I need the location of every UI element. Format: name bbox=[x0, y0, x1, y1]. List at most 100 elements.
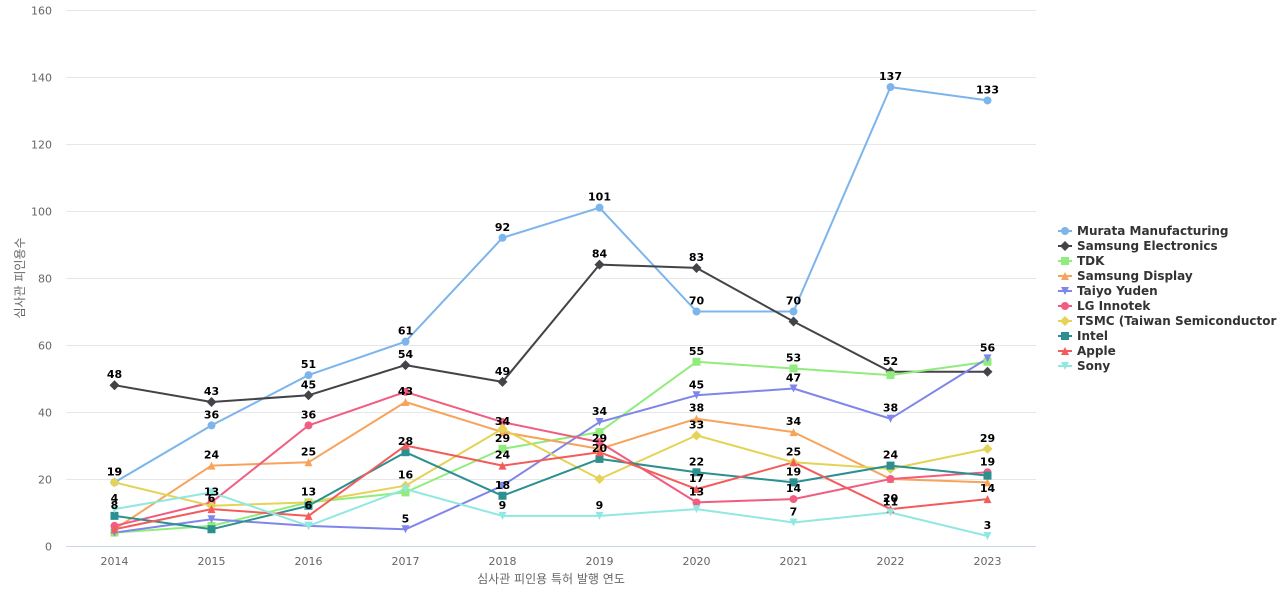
data-label: 61 bbox=[398, 325, 413, 338]
y-tick-label: 120 bbox=[31, 139, 52, 152]
data-point bbox=[497, 376, 508, 387]
legend-item[interactable]: Sony bbox=[1058, 359, 1110, 373]
legend-item[interactable]: Samsung Electronics bbox=[1058, 239, 1218, 253]
data-point bbox=[109, 380, 120, 391]
data-label: 83 bbox=[689, 251, 704, 264]
data-point bbox=[886, 475, 895, 483]
legend-item[interactable]: TDK bbox=[1058, 254, 1105, 268]
data-point bbox=[788, 316, 799, 327]
data-point bbox=[886, 508, 895, 517]
data-label: 34 bbox=[592, 405, 608, 418]
data-point bbox=[498, 461, 507, 470]
data-point bbox=[110, 511, 119, 520]
data-label: 84 bbox=[592, 248, 608, 261]
data-label: 101 bbox=[588, 191, 611, 204]
data-point bbox=[498, 418, 507, 427]
data-point bbox=[691, 262, 702, 273]
data-label: 34 bbox=[495, 415, 511, 428]
series-line-7 bbox=[113, 451, 989, 531]
data-point bbox=[983, 531, 992, 540]
legend-marker bbox=[1061, 257, 1069, 265]
data-label: 38 bbox=[689, 402, 704, 415]
data-label: 19 bbox=[107, 465, 122, 478]
legend-item[interactable]: Intel bbox=[1058, 329, 1108, 343]
y-tick-label: 20 bbox=[38, 474, 52, 487]
data-label: 45 bbox=[689, 378, 704, 391]
data-label: 70 bbox=[689, 295, 705, 308]
x-tick-label: 2022 bbox=[877, 555, 905, 568]
data-label: 13 bbox=[301, 485, 316, 498]
data-point bbox=[401, 525, 410, 534]
legend-marker bbox=[1061, 287, 1069, 295]
legend-marker bbox=[1061, 227, 1069, 235]
data-label: 55 bbox=[689, 345, 704, 358]
data-label: 25 bbox=[301, 445, 316, 458]
legend-item[interactable]: Samsung Display bbox=[1058, 269, 1193, 283]
data-label: 11 bbox=[883, 496, 898, 509]
data-point bbox=[595, 428, 604, 437]
data-label: 29 bbox=[592, 432, 607, 445]
y-tick-label: 40 bbox=[38, 407, 52, 420]
data-point bbox=[789, 364, 798, 373]
x-axis-title: 심사관 피인용 특허 발행 연도 bbox=[477, 571, 625, 586]
legend-item[interactable]: LG Innotek bbox=[1058, 299, 1151, 313]
data-point bbox=[789, 428, 798, 437]
legend-marker bbox=[1061, 302, 1069, 310]
data-point bbox=[595, 448, 604, 457]
data-point bbox=[595, 418, 604, 427]
data-point bbox=[789, 495, 798, 504]
y-tick-label: 80 bbox=[38, 273, 52, 286]
y-axis-ticks: 0 20 40 60 80 100 120 140 160 bbox=[31, 5, 52, 554]
data-point bbox=[595, 511, 604, 520]
legend-marker bbox=[1061, 272, 1069, 280]
data-label: 53 bbox=[786, 351, 801, 364]
data-label: 19 bbox=[107, 465, 122, 478]
x-tick-label: 2018 bbox=[489, 555, 517, 568]
data-label: 24 bbox=[883, 449, 899, 462]
data-label: 7 bbox=[790, 506, 798, 519]
data-point bbox=[692, 485, 701, 494]
data-point bbox=[109, 477, 120, 488]
legend-item[interactable]: Taiyo Yuden bbox=[1058, 284, 1158, 298]
data-label: 9 bbox=[499, 499, 507, 512]
data-label: 133 bbox=[976, 83, 999, 96]
data-point bbox=[983, 96, 992, 105]
data-point bbox=[497, 423, 508, 434]
data-label: 19 bbox=[980, 455, 995, 468]
data-label: 54 bbox=[398, 348, 414, 361]
legend-item[interactable]: Apple bbox=[1058, 344, 1116, 358]
data-point bbox=[789, 384, 798, 393]
x-tick-label: 2014 bbox=[101, 555, 129, 568]
data-point bbox=[789, 478, 798, 487]
y-tick-label: 100 bbox=[31, 206, 52, 219]
data-point bbox=[304, 501, 313, 510]
data-point bbox=[692, 357, 701, 366]
data-label: 34 bbox=[786, 415, 802, 428]
series-line-9 bbox=[113, 488, 989, 537]
data-label: 9 bbox=[596, 499, 604, 512]
series-markers bbox=[109, 83, 993, 540]
data-label: 14 bbox=[786, 482, 802, 495]
x-tick-label: 2015 bbox=[198, 555, 226, 568]
data-label: 43 bbox=[204, 385, 219, 398]
data-point bbox=[595, 454, 604, 463]
data-point bbox=[692, 307, 701, 316]
data-point bbox=[594, 259, 605, 270]
legend-item[interactable]: TSMC (Taiwan Semiconductor ... bbox=[1058, 314, 1280, 328]
data-point bbox=[983, 354, 992, 363]
data-point bbox=[304, 458, 313, 467]
data-label: 29 bbox=[980, 432, 995, 445]
series-line-1 bbox=[113, 263, 989, 403]
data-point bbox=[498, 233, 507, 242]
legend-item[interactable]: Murata Manufacturing bbox=[1058, 224, 1229, 238]
data-label: 38 bbox=[883, 402, 898, 415]
data-label: 24 bbox=[204, 449, 220, 462]
legend-label: TSMC (Taiwan Semiconductor ... bbox=[1077, 314, 1280, 328]
data-point bbox=[789, 518, 798, 527]
data-label: 47 bbox=[786, 372, 801, 385]
data-label: 5 bbox=[402, 512, 410, 525]
y-tick-label: 0 bbox=[45, 541, 52, 554]
legend-marker bbox=[1060, 316, 1070, 326]
legend-marker bbox=[1061, 347, 1069, 355]
